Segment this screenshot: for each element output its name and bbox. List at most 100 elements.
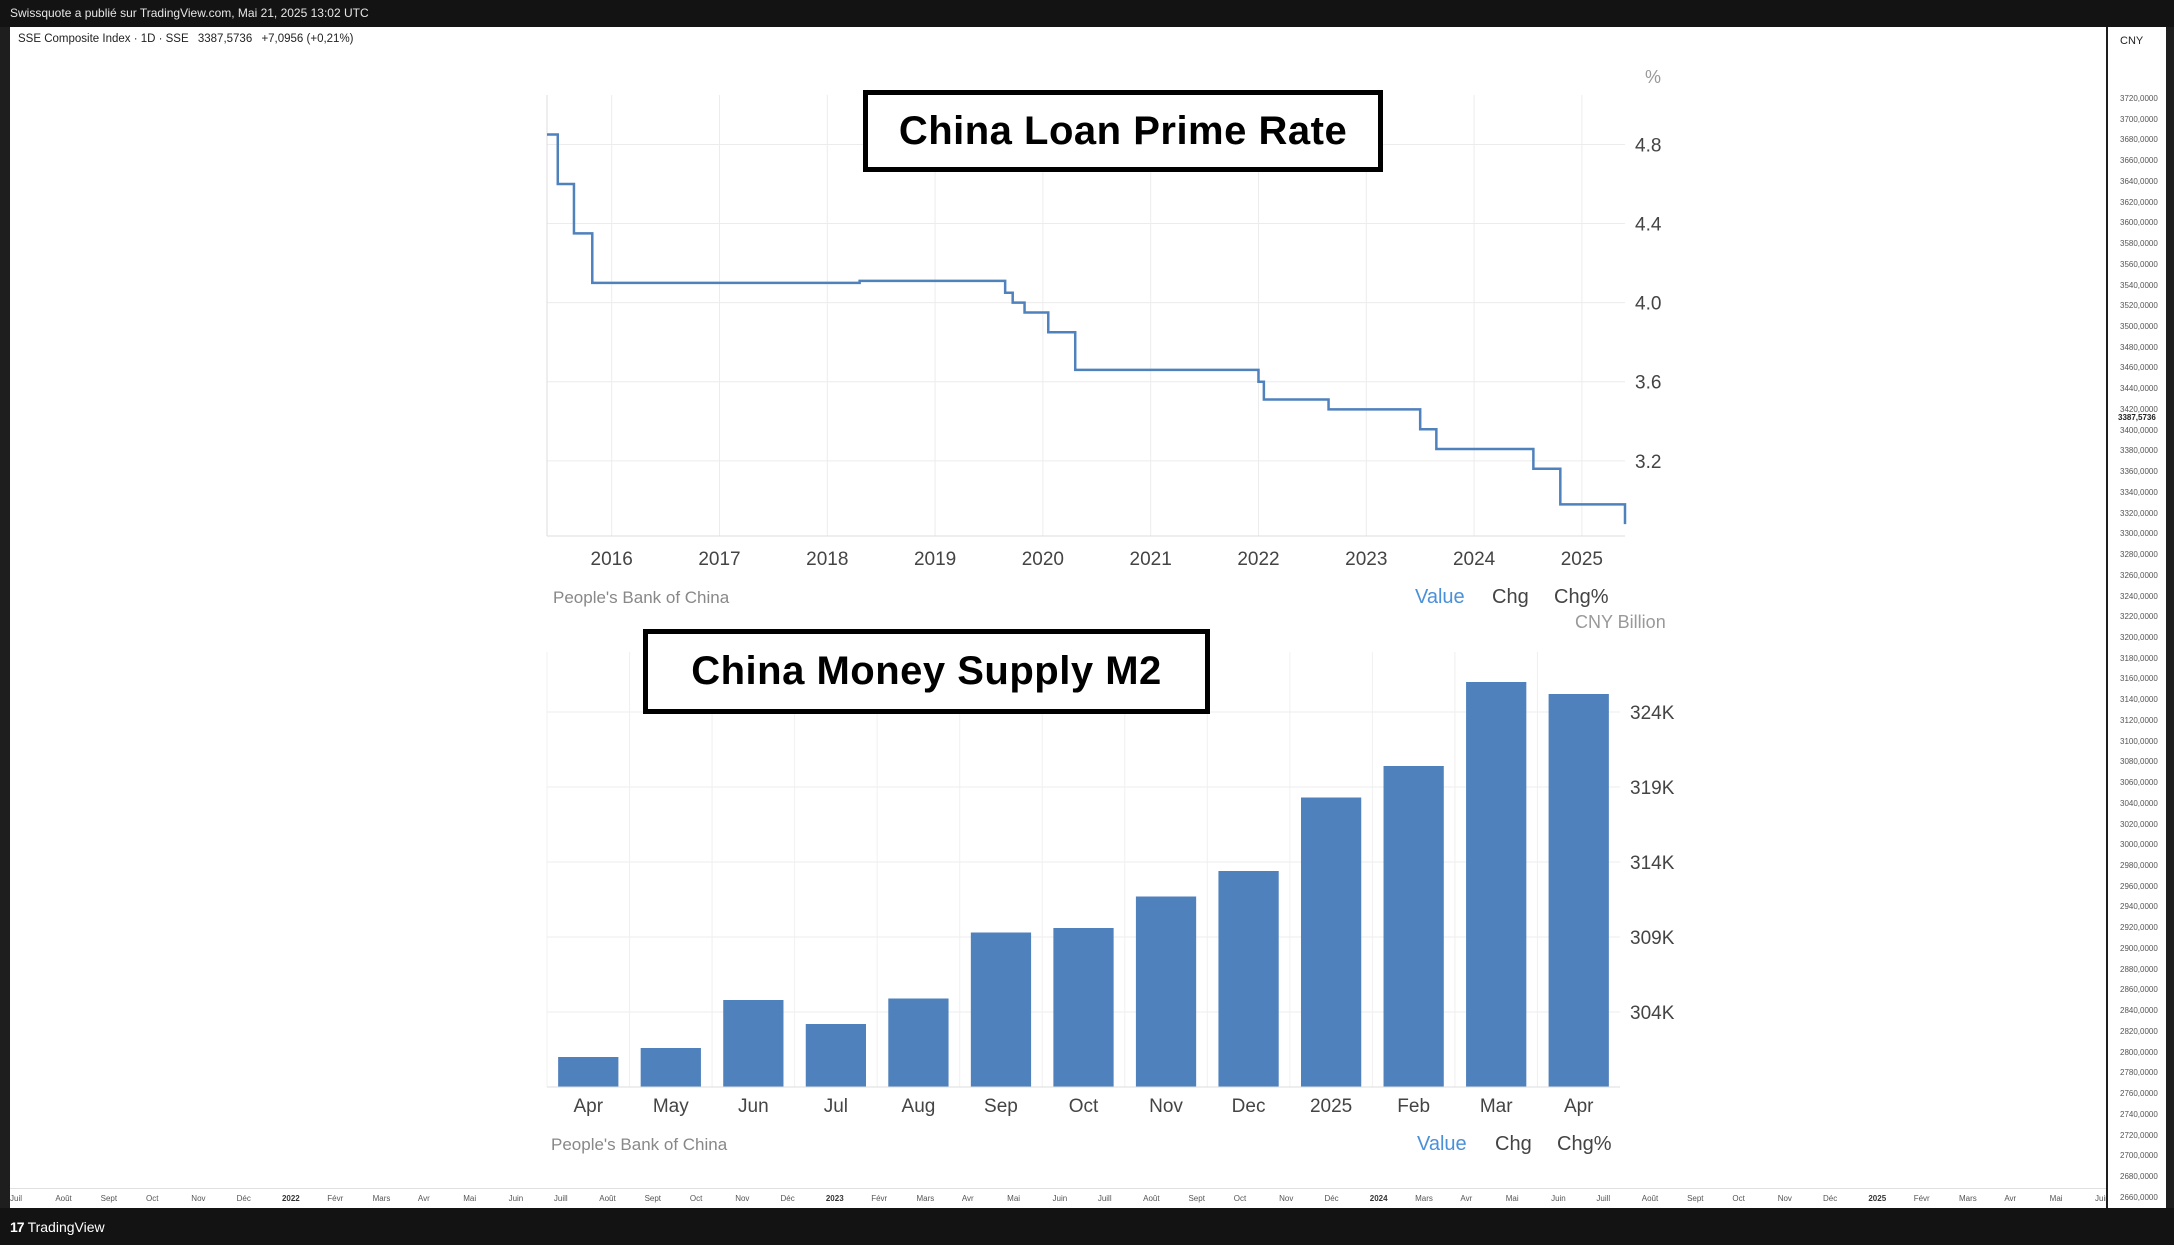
price-axis-tick: 3540,0000 [2120,280,2158,290]
price-axis-tick: 2860,0000 [2120,985,2158,995]
time-axis-tick: Oct [1732,1194,1745,1203]
lpr-x-tick: 2020 [1022,549,1064,570]
footer-bar: 17 TradingView [0,1208,2174,1245]
m2-bar [1466,682,1527,1087]
time-axis-tick: Mai [463,1194,477,1203]
time-axis-tick: Févr [871,1194,888,1203]
time-axis-tick: Juin [2095,1194,2106,1203]
m2-tab-chg: Chg [1495,1133,1532,1155]
lpr-x-tick: 2021 [1130,549,1172,570]
price-axis-tick: 2900,0000 [2120,943,2158,953]
price-axis-tick: 3000,0000 [2120,840,2158,850]
last-price-label: 3387,5736 [2118,413,2156,422]
lpr-source-label: People's Bank of China [553,588,730,607]
time-axis-tick: Déc [1324,1194,1339,1203]
m2-x-tick: Sep [984,1096,1018,1117]
price-axis-tick: 3480,0000 [2120,342,2158,352]
time-axis-tick: Mars [372,1194,391,1203]
time-axis-tick: 2022 [281,1194,300,1203]
m2-x-tick: Apr [573,1096,603,1117]
chart-pane[interactable]: SSE Composite Index · 1D · SSE 3387,5736… [10,27,2106,1208]
m2-y-tick: 309K [1630,928,1675,949]
lpr-chart: 4.8 4.4 4.0 3.6 3.2 2016 2017 2018 2019 2020 2021 2… [546,67,1662,608]
m2-x-tick: May [653,1096,689,1117]
price-axis-tick: 2840,0000 [2120,1006,2158,1016]
m2-bar [723,1000,784,1087]
symbol-name[interactable]: SSE Composite Index · 1D · SSE [18,33,189,45]
price-axis-tick: 3600,0000 [2120,218,2158,228]
lpr-title-box: China Loan Prime Rate [863,90,1383,172]
price-axis-tick: 2680,0000 [2120,1171,2158,1181]
tradingview-logo-text: TradingView [27,1219,105,1235]
lpr-x-tick: 2017 [698,549,740,570]
tradingview-mark-icon: 17 [10,1219,25,1235]
currency-label[interactable]: CNY [2120,35,2144,47]
m2-x-tick: Apr [1564,1096,1594,1117]
m2-x-tick: Aug [902,1096,936,1117]
time-axis[interactable]: Juil Août Sept Oct Nov Déc 2022 Févr Mars Avr Mai J… [10,1188,2106,1209]
lpr-y-tick: 4.8 [1635,135,1661,156]
price-axis-tick: 2980,0000 [2120,861,2158,870]
m2-bar [888,998,949,1087]
time-axis-tick: Mars [1415,1194,1433,1203]
m2-y-tick: 319K [1630,778,1675,799]
lpr-y-tick: 4.0 [1635,294,1661,315]
price-axis-tick: 3080,0000 [2120,757,2158,767]
time-axis-tick: Nov [191,1194,206,1203]
lpr-title: China Loan Prime Rate [898,108,1348,153]
m2-bar [1135,896,1197,1087]
m2-title-box: China Money Supply M2 [643,629,1210,714]
time-axis-tick: Août [1143,1194,1160,1203]
price-axis-tick: 3040,0000 [2120,798,2158,808]
time-axis-tick: Mai [1505,1194,1519,1203]
price-axis-tick: 3340,0000 [2120,487,2158,497]
lpr-y-tick: 3.2 [1635,452,1661,473]
price-axis-tick: 2800,0000 [2120,1047,2158,1057]
price-axis-tick: 3200,0000 [2120,632,2158,642]
time-axis-tick: Juin [1052,1194,1068,1203]
lpr-tab-chg: Chg [1492,586,1529,608]
m2-source-label: People's Bank of China [551,1135,728,1154]
m2-chart: 304K 309K 314K 319K 324K CNY Billion Apr May Jun… [546,612,1675,1155]
m2-bar [1383,766,1444,1087]
m2-tab-value: Value [1417,1133,1467,1155]
tradingview-logo[interactable]: 17 TradingView [10,1219,105,1235]
time-axis-tick: Févr [1913,1194,1930,1203]
price-axis-tick: 3360,0000 [2120,467,2158,477]
m2-title: China Money Supply M2 [691,649,1162,693]
price-axis-tick: 2920,0000 [2120,923,2158,933]
price-axis-tick: 3300,0000 [2120,529,2158,539]
time-axis-tick: Août [55,1194,72,1203]
price-axis-tick: 3320,0000 [2120,508,2158,518]
time-axis-tick: Déc [780,1194,795,1203]
time-axis-tick: Juill [553,1194,568,1203]
m2-x-tick: Oct [1069,1096,1099,1117]
lpr-x-tick: 2025 [1561,549,1603,570]
price-axis-tick: 2780,0000 [2120,1068,2158,1078]
price-axis-tick: 3140,0000 [2120,695,2158,705]
symbol-legend[interactable]: SSE Composite Index · 1D · SSE 3387,5736… [18,33,360,45]
m2-y-tick: 314K [1630,853,1675,874]
m2-x-tick: Jul [824,1096,848,1117]
time-axis-tick: Sept [1188,1194,1205,1203]
time-axis-tick: Juil [10,1194,23,1203]
price-axis-tick: 3520,0000 [2120,301,2158,311]
lpr-x-tick: 2018 [806,549,848,570]
time-axis-tick: Juill [1596,1194,1611,1203]
m2-bar [1300,797,1362,1087]
m2-unit-label: CNY Billion [1575,612,1666,632]
time-axis-tick: Mai [2049,1194,2063,1203]
price-axis-tick: 2880,0000 [2120,964,2158,974]
price-axis-tick: 3720,0000 [2120,94,2158,103]
symbol-price: 3387,5736 [197,33,253,45]
price-axis[interactable]: CNY 3720,0000 3700,0000 3680,0000 3660,0000… [2108,27,2166,1208]
m2-bar [1218,871,1279,1087]
time-axis-tick: Mai [1007,1194,1021,1203]
price-axis-tick: 2940,0000 [2120,902,2158,912]
time-axis-tick: Juin [508,1194,524,1203]
price-axis-tick: 3220,0000 [2120,612,2158,622]
m2-x-tick: Jun [738,1096,769,1117]
price-axis-tick: 3500,0000 [2120,322,2158,332]
price-axis-tick: 3180,0000 [2120,653,2158,663]
time-axis-tick: Nov [1279,1194,1294,1203]
